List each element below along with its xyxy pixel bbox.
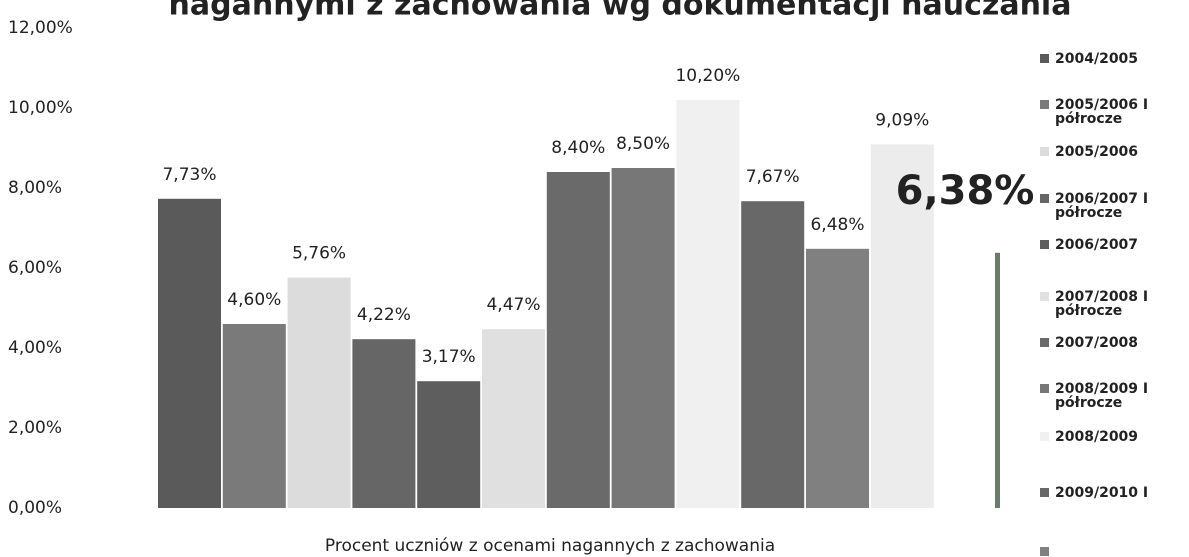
bar <box>995 252 1000 508</box>
value-label: 6,38% <box>896 168 1035 214</box>
bar <box>287 277 351 508</box>
y-tick-label: 12,00% <box>8 18 73 38</box>
value-label: 5,76% <box>292 244 346 264</box>
legend-label: 2006/2007 <box>1055 237 1139 253</box>
legend-label: 2005/2006 I półrocze <box>1055 97 1149 127</box>
x-axis-label: Procent uczniów z ocenami nagannych z za… <box>325 536 775 556</box>
bar <box>611 168 675 508</box>
bar <box>222 324 286 508</box>
legend-item: 2006/2007 <box>1040 238 1180 252</box>
legend-swatch <box>1040 194 1049 203</box>
bar <box>546 172 610 508</box>
legend-label: 2009/2010 I <box>1055 485 1149 501</box>
legend-item: 2005/2006 <box>1040 145 1180 159</box>
y-tick-label: 6,00% <box>8 258 62 278</box>
value-label: 8,40% <box>551 138 605 158</box>
legend-item: 2008/2009 <box>1040 430 1180 444</box>
chart-title: nagannymi z zachowania wg dokumentacji n… <box>169 0 1072 23</box>
y-tick-label: 0,00% <box>8 498 62 518</box>
legend-label: 2007/2008 I półrocze <box>1055 289 1149 319</box>
legend-item: 2007/2008 I półrocze <box>1040 290 1180 318</box>
value-label: 3,17% <box>422 347 476 367</box>
legend-item: 2005/2006 I półrocze <box>1040 98 1180 126</box>
legend-item: 2009/2010 I <box>1040 486 1180 500</box>
legend-label: 2007/2008 <box>1055 335 1139 351</box>
legend-swatch <box>1040 384 1049 393</box>
legend-swatch <box>1040 240 1049 249</box>
legend-swatch <box>1040 338 1049 347</box>
value-label: 4,47% <box>486 295 540 315</box>
legend-swatch <box>1040 547 1049 556</box>
legend-swatch <box>1040 100 1049 109</box>
legend-label: 2008/2009 <box>1055 429 1139 445</box>
legend-swatch <box>1040 432 1049 441</box>
value-label: 10,20% <box>675 66 740 86</box>
bar <box>676 100 740 508</box>
bar <box>158 198 221 509</box>
bar <box>417 381 481 508</box>
value-label: 7,73% <box>162 165 216 185</box>
legend-label: 2004/2005 <box>1055 51 1139 67</box>
legend-item: 2004/2005 <box>1040 52 1180 66</box>
legend-swatch <box>1040 54 1049 63</box>
legend-label: 2008/2009 I półrocze <box>1055 381 1149 411</box>
y-tick-label: 2,00% <box>8 418 62 438</box>
legend-swatch <box>1040 488 1049 497</box>
legend-item: 2006/2007 I półrocze <box>1040 192 1180 220</box>
value-label: 7,67% <box>746 167 800 187</box>
bar <box>482 329 545 508</box>
legend-item: 2007/2008 <box>1040 336 1180 350</box>
legend-item <box>1040 545 1180 556</box>
value-label: 4,22% <box>357 305 411 325</box>
legend-swatch <box>1040 147 1049 156</box>
y-tick-label: 10,00% <box>8 98 73 118</box>
legend-swatch <box>1040 292 1049 301</box>
value-label: 4,60% <box>227 290 281 310</box>
y-tick-label: 4,00% <box>8 338 62 358</box>
legend-label: 2006/2007 I półrocze <box>1055 191 1149 221</box>
bar <box>806 248 869 509</box>
value-label: 6,48% <box>810 215 864 235</box>
legend-item: 2008/2009 I półrocze <box>1040 382 1180 410</box>
bar <box>870 144 934 508</box>
value-label: 9,09% <box>875 110 929 130</box>
bar <box>741 201 805 508</box>
y-tick-label: 8,00% <box>8 178 62 198</box>
legend-label: 2005/2006 <box>1055 144 1139 160</box>
value-label: 8,50% <box>616 134 670 154</box>
bar <box>352 339 416 508</box>
